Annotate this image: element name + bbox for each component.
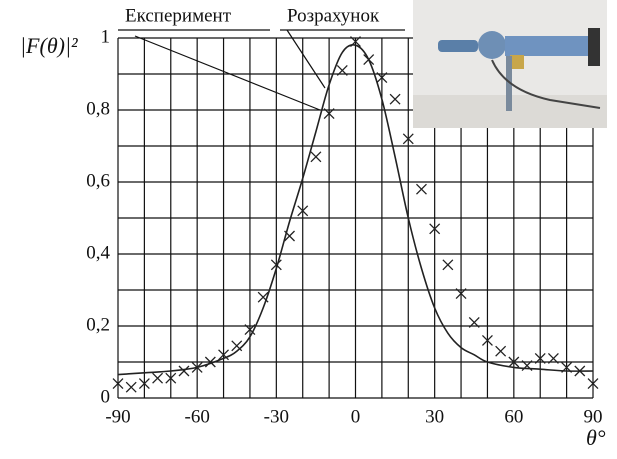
- y-tick-label: 0,4: [86, 242, 110, 263]
- legend-label: Експеримент: [125, 5, 232, 26]
- legend-label: Розрахунок: [287, 5, 380, 26]
- antenna-photo: [413, 0, 607, 128]
- x-axis-label: θ°: [586, 425, 606, 450]
- y-tick-label: 0: [101, 386, 111, 407]
- y-tick-label: 0,2: [86, 314, 110, 335]
- photo-waveguide: [505, 36, 590, 56]
- marker: [390, 94, 400, 104]
- photo-flange: [588, 28, 600, 66]
- x-tick-label: 0: [351, 406, 361, 427]
- y-tick-label: 0,6: [86, 170, 110, 191]
- leader-line: [135, 36, 320, 110]
- photo-part: [438, 40, 478, 52]
- marker: [443, 260, 453, 270]
- x-tick-label: 60: [504, 406, 523, 427]
- marker: [311, 152, 321, 162]
- marker: [153, 373, 163, 383]
- x-tick-label: -60: [185, 406, 210, 427]
- x-tick-label: 90: [584, 406, 603, 427]
- x-tick-label: 30: [425, 406, 444, 427]
- marker: [179, 366, 189, 376]
- marker: [416, 184, 426, 194]
- photo-part: [510, 55, 524, 69]
- photo-part: [478, 31, 506, 59]
- x-tick-label: -30: [264, 406, 289, 427]
- chart: |F(θ)|² θ° Експеримент Розрахунок -90 -60…: [0, 0, 617, 459]
- y-tick-label: 0,8: [86, 98, 110, 119]
- y-axis-label: |F(θ)|²: [20, 33, 78, 58]
- x-tick-label: -90: [105, 406, 130, 427]
- marker: [126, 382, 136, 392]
- marker: [496, 346, 506, 356]
- marker: [232, 341, 242, 351]
- leader-lines: [118, 30, 405, 110]
- leader-line: [287, 30, 325, 88]
- y-tick-label: 1: [101, 26, 111, 47]
